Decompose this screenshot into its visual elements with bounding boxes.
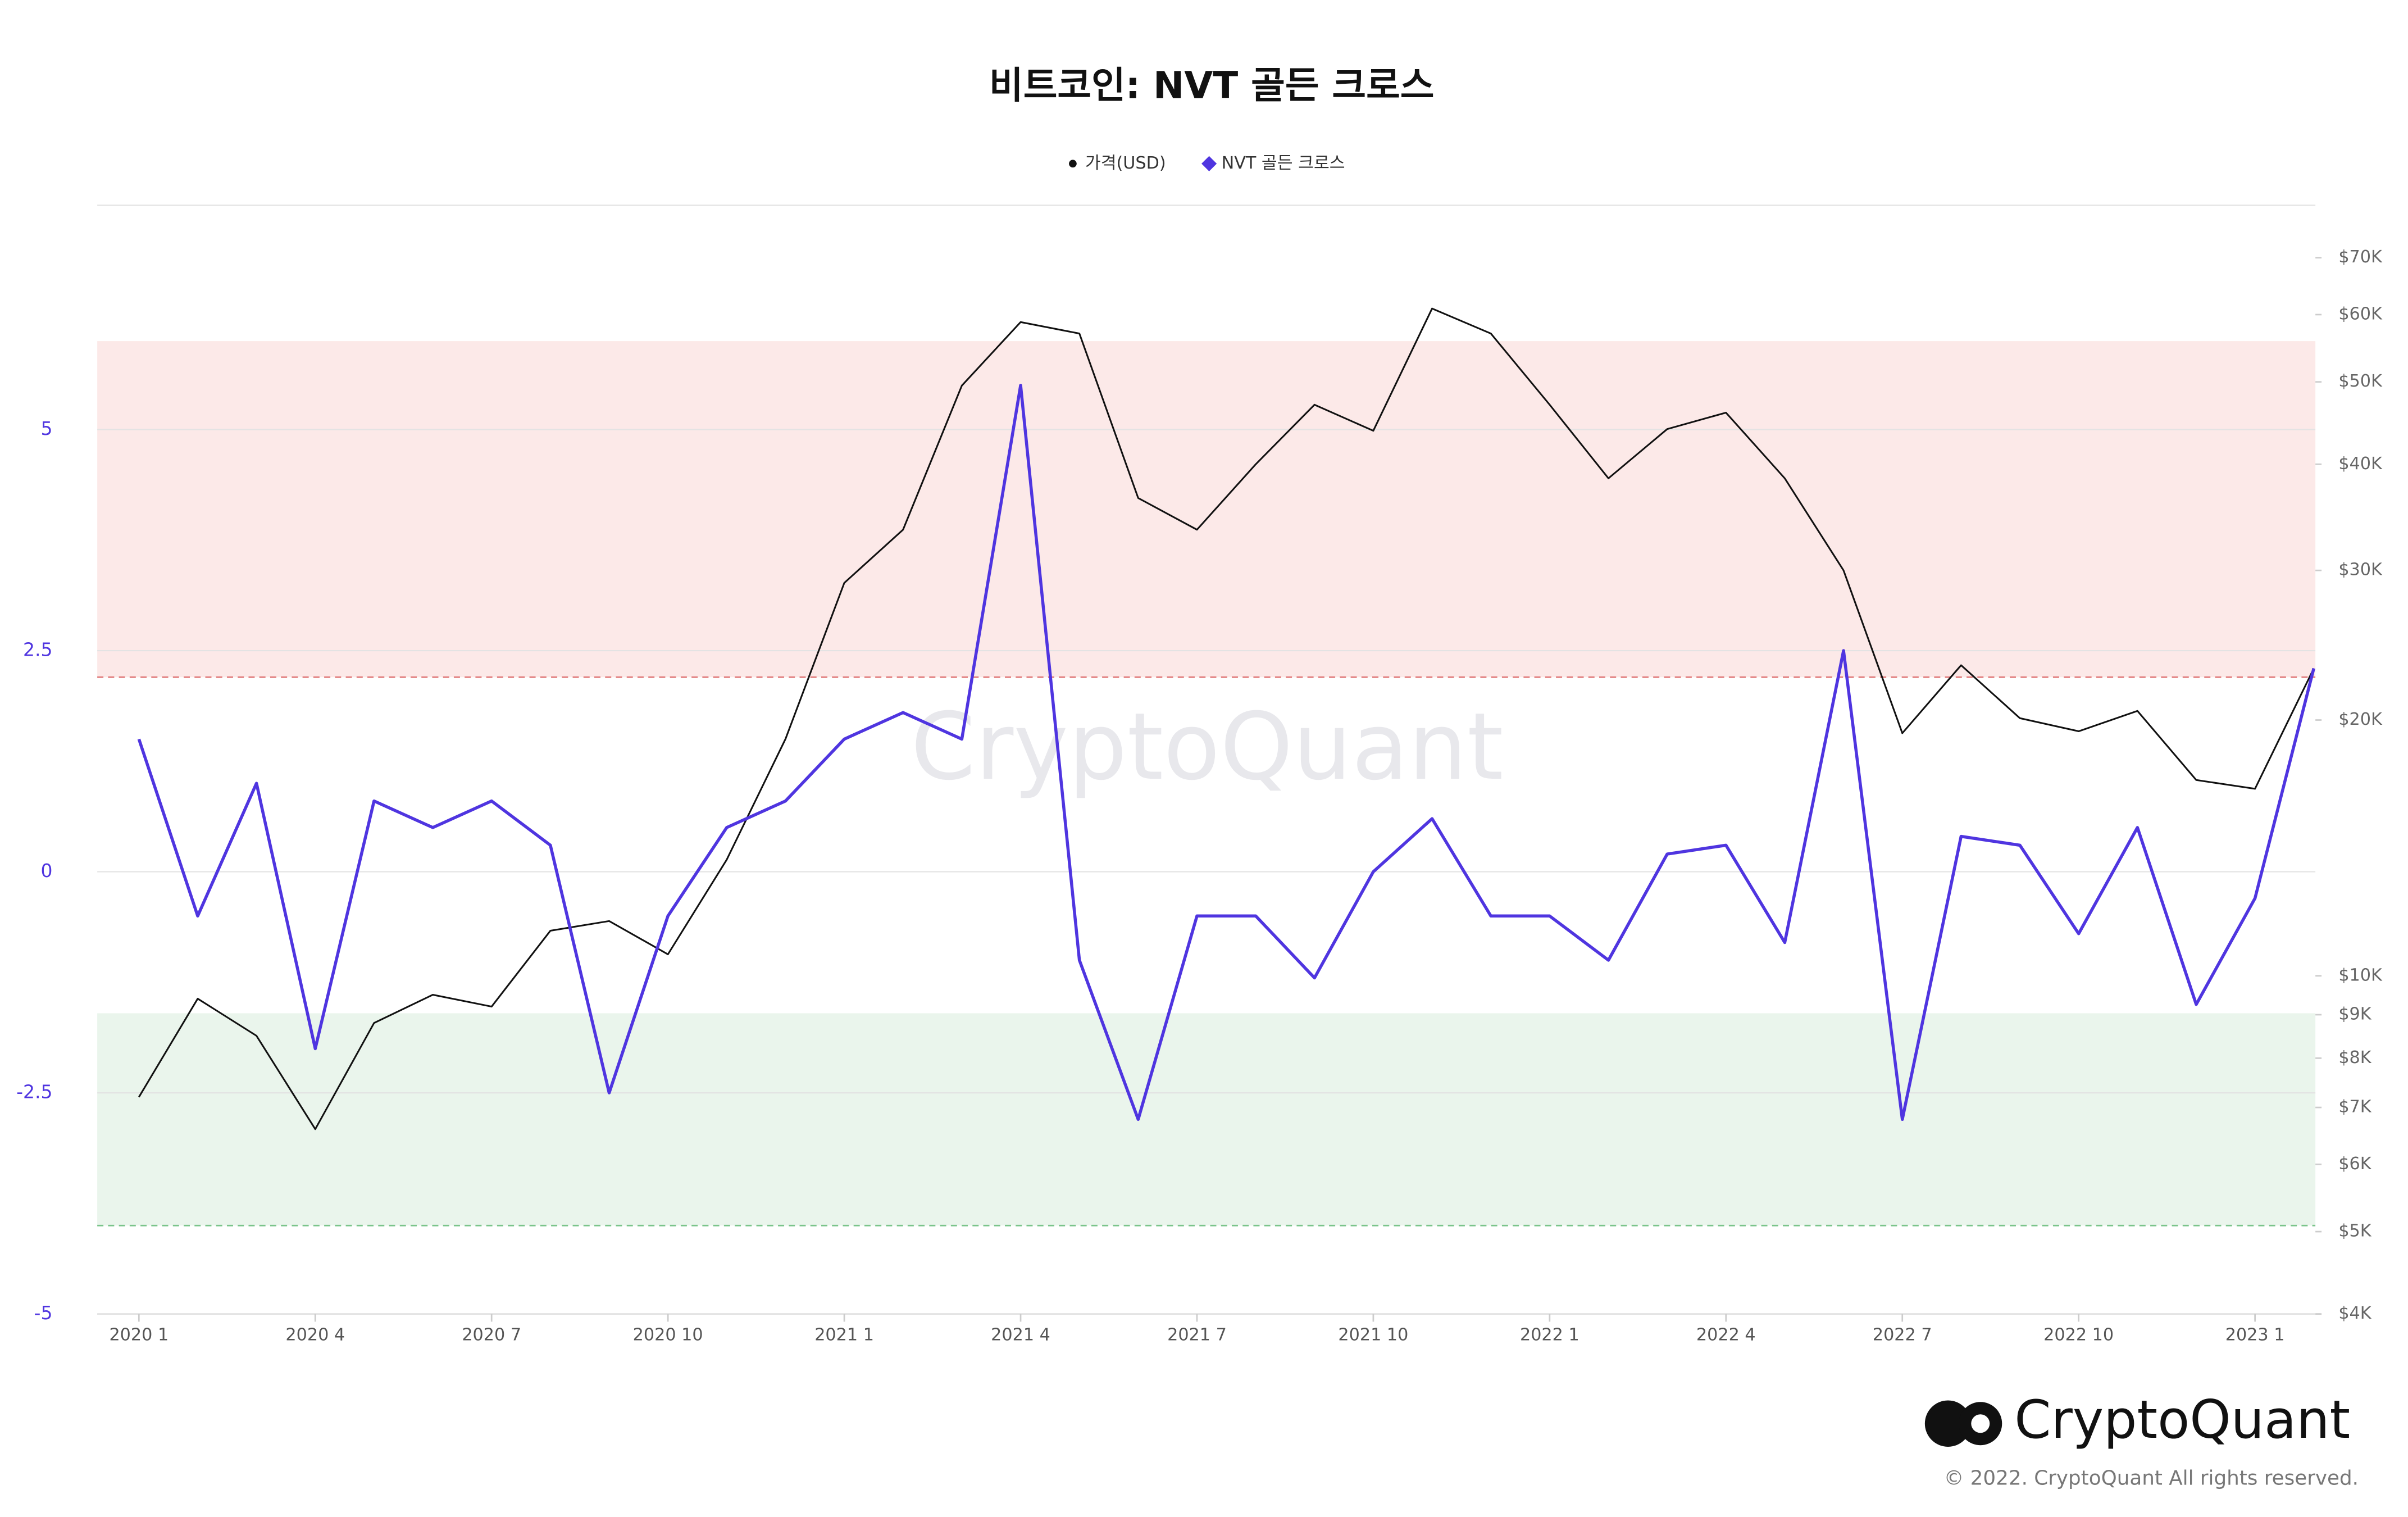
x-tick-label: 2020 10 bbox=[633, 1325, 703, 1345]
x-tick-label: 2020 1 bbox=[109, 1325, 169, 1345]
zone-band bbox=[97, 1013, 2316, 1226]
x-tick-label: 2021 1 bbox=[814, 1325, 874, 1345]
watermark: CryptoQuant bbox=[911, 693, 1503, 801]
y-tick-label: -2.5 bbox=[16, 1081, 52, 1103]
copyright: © 2022. CryptoQuant All rights reserved. bbox=[1944, 1467, 2359, 1490]
y2-tick-label: $5K bbox=[2338, 1221, 2371, 1241]
y2-tick-label: $10K bbox=[2338, 965, 2383, 985]
x-tick-label: 2021 7 bbox=[1167, 1325, 1227, 1345]
y2-tick-label: $50K bbox=[2338, 371, 2383, 391]
y-tick-label: -5 bbox=[34, 1302, 53, 1324]
brand-name: CryptoQuant bbox=[2014, 1389, 2350, 1451]
x-tick-label: 2021 10 bbox=[1338, 1325, 1408, 1345]
x-tick-label: 2020 7 bbox=[462, 1325, 521, 1345]
x-tick-label: 2023 1 bbox=[2225, 1325, 2285, 1345]
y2-tick-label: $20K bbox=[2338, 710, 2383, 729]
y-tick-label: 5 bbox=[40, 417, 52, 439]
brand-logo bbox=[1924, 1400, 2002, 1447]
y-tick-label: 0 bbox=[40, 860, 52, 882]
y2-tick-label: $8K bbox=[2338, 1048, 2371, 1068]
y2-tick-label: $70K bbox=[2338, 247, 2383, 267]
y2-tick-label: $4K bbox=[2338, 1303, 2371, 1323]
x-tick-label: 2020 4 bbox=[285, 1325, 345, 1345]
legend-label: 가격(USD) bbox=[1085, 153, 1166, 173]
y2-tick-label: $60K bbox=[2338, 304, 2383, 324]
chart-title: 비트코인: NVT 골든 크로스 bbox=[989, 64, 1434, 107]
y2-tick-label: $40K bbox=[2338, 454, 2383, 474]
x-tick-label: 2022 1 bbox=[1520, 1325, 1579, 1345]
legend-marker bbox=[1201, 156, 1217, 171]
x-tick-label: 2022 4 bbox=[1696, 1325, 1756, 1345]
zone-band bbox=[97, 341, 2316, 678]
legend-label: NVT 골든 크로스 bbox=[1222, 153, 1345, 173]
x-tick-label: 2022 7 bbox=[1873, 1325, 1932, 1345]
y2-tick-label: $30K bbox=[2338, 560, 2383, 580]
y-tick-label: 2.5 bbox=[23, 639, 52, 661]
x-tick-label: 2022 10 bbox=[2043, 1325, 2114, 1345]
series-line bbox=[138, 307, 2315, 1130]
legend-marker bbox=[1069, 160, 1077, 168]
series-line bbox=[137, 384, 2315, 1121]
x-tick-label: 2021 4 bbox=[991, 1325, 1050, 1345]
y2-tick-label: $7K bbox=[2338, 1097, 2371, 1117]
y2-tick-label: $9K bbox=[2338, 1004, 2371, 1024]
y2-tick-label: $6K bbox=[2338, 1154, 2371, 1174]
